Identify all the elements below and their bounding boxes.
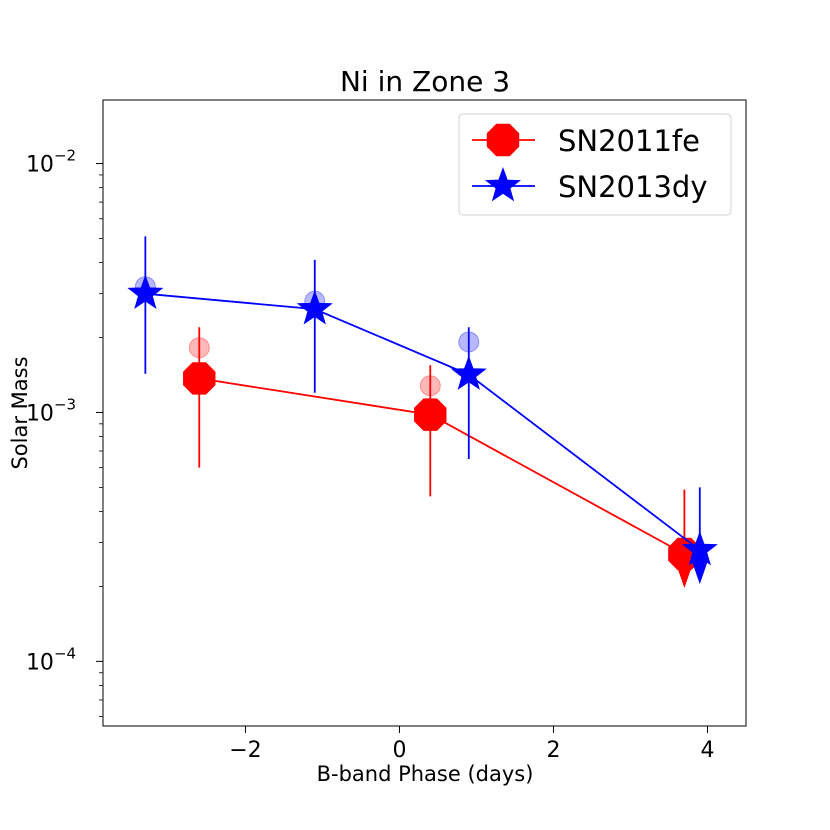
legend-symbol-sn2013dy — [484, 167, 522, 202]
x-tick-label-2: 2 — [546, 738, 560, 763]
x-axis-label: B-band Phase (days) — [317, 762, 534, 786]
plot-frame — [102, 99, 747, 727]
legend-symbol-sn2011fe — [486, 123, 520, 157]
series-line-sn2013dy — [145, 292, 701, 551]
legend: SN2011fe SN2013dy — [458, 113, 732, 216]
data-point-sn2013dy-3 — [681, 531, 718, 566]
chart-title: Ni in Zone 3 — [340, 65, 510, 98]
upper-limit-arrow-sn2013dy-3 — [690, 558, 709, 585]
legend-label-sn2011fe: SN2011fe — [558, 124, 700, 158]
data-point-sn2013dy-1 — [296, 290, 333, 325]
x-tick-label-0: −2 — [229, 738, 261, 763]
series-layer — [127, 236, 718, 588]
legend-marker-sn2011fe — [486, 123, 520, 157]
legend-label-sn2013dy: SN2013dy — [558, 170, 707, 204]
x-axis-ticks: −2 0 2 4 — [229, 726, 714, 763]
data-point-sn2011fe-1 — [414, 398, 447, 431]
x-tick-label-1: 0 — [392, 738, 406, 763]
x-tick-label-3: 4 — [700, 738, 714, 763]
data-point-sn2013dy-0 — [127, 274, 164, 310]
legend-marker-sn2013dy — [484, 167, 522, 202]
data-point-sn2013dy-2 — [450, 355, 487, 390]
data-point-sn2011fe-0 — [183, 362, 216, 395]
legend-entry-sn2013dy: SN2013dy — [472, 167, 707, 204]
series-sn2013dy — [127, 236, 718, 585]
y-axis-label: Solar Mass — [8, 356, 32, 469]
legend-entry-sn2011fe: SN2011fe — [472, 123, 700, 158]
